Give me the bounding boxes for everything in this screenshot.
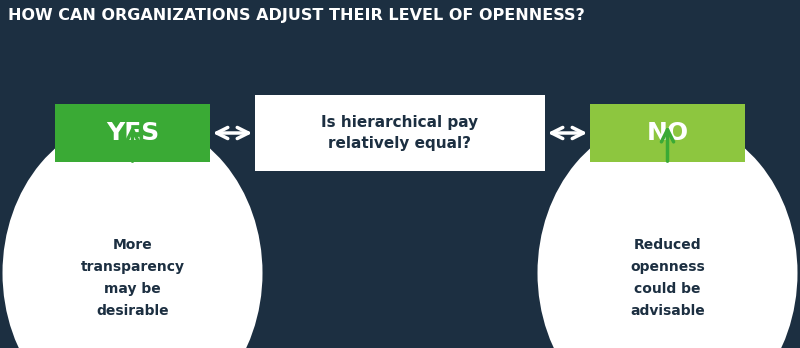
FancyBboxPatch shape xyxy=(590,104,745,162)
FancyBboxPatch shape xyxy=(55,104,210,162)
Text: More
transparency
may be
desirable: More transparency may be desirable xyxy=(81,238,185,317)
FancyBboxPatch shape xyxy=(255,95,545,171)
Text: Is hierarchical pay
relatively equal?: Is hierarchical pay relatively equal? xyxy=(322,115,478,151)
Text: NO: NO xyxy=(646,121,689,145)
Text: YES: YES xyxy=(106,121,159,145)
Text: Reduced
openness
could be
advisable: Reduced openness could be advisable xyxy=(630,238,705,317)
Ellipse shape xyxy=(2,118,262,348)
Text: HOW CAN ORGANIZATIONS ADJUST THEIR LEVEL OF OPENNESS?: HOW CAN ORGANIZATIONS ADJUST THEIR LEVEL… xyxy=(8,8,585,23)
Ellipse shape xyxy=(538,118,798,348)
